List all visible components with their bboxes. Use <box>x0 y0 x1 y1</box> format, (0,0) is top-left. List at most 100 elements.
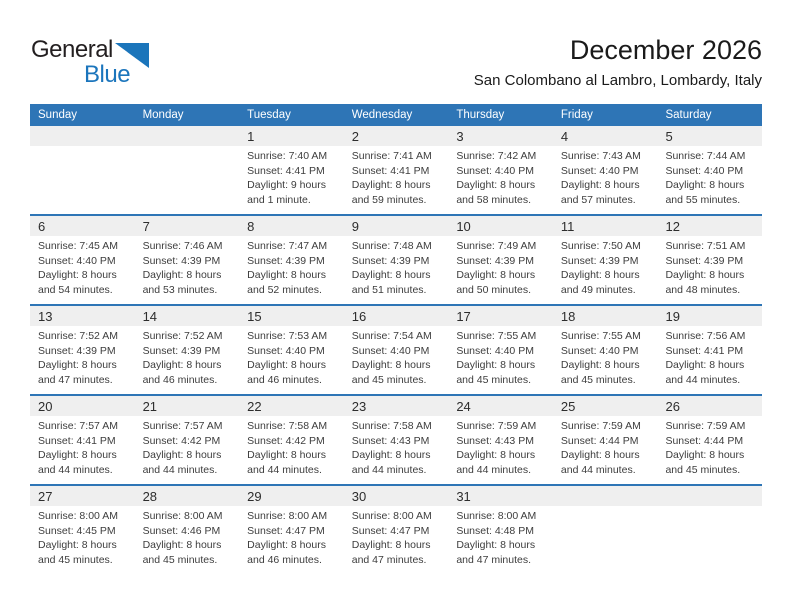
daylight-text: Daylight: 8 hours <box>247 539 326 551</box>
sunrise-text: Sunrise: 7:47 AM <box>247 240 328 252</box>
day-number: 24 <box>448 396 553 416</box>
sunrise-text: Sunrise: 7:41 AM <box>351 150 432 162</box>
day-cell-7: 7 Sunrise: 7:46 AM Sunset: 4:39 PM Daylight… <box>134 216 240 304</box>
day-cell-10: 10 Sunrise: 7:49 AM Sunset: 4:39 PM Dayligh… <box>448 216 553 304</box>
daylight-text: Daylight: 8 hours <box>351 269 431 281</box>
day-cell-18: 18 Sunrise: 7:55 AM Sunset: 4:40 PM Dayligh… <box>552 306 658 394</box>
daylight-text: Daylight: 8 hours <box>142 449 222 461</box>
sunset-text: Sunset: 4:39 PM <box>142 254 221 267</box>
day-number: 8 <box>239 216 344 236</box>
daylight-text: Daylight: 8 hours <box>560 269 640 281</box>
daylight-text: and 47 minutes. <box>456 553 532 566</box>
day-cell-24: 24 Sunrise: 7:59 AM Sunset: 4:43 PM Dayligh… <box>448 396 553 484</box>
day-cell-19: 19 Sunrise: 7:56 AM Sunset: 4:41 PM Dayligh… <box>657 306 763 394</box>
sunrise-text: Sunrise: 7:40 AM <box>247 150 328 162</box>
weekday-header-monday: Monday <box>142 109 184 121</box>
day-cell-21: 21 Sunrise: 7:57 AM Sunset: 4:42 PM Dayligh… <box>134 396 240 484</box>
day-number: 22 <box>239 396 344 416</box>
daylight-text: and 46 minutes. <box>247 373 322 386</box>
daylight-text: and 1 minute. <box>247 193 311 206</box>
sunrise-text: Sunrise: 7:59 AM <box>665 420 746 432</box>
daylight-text: and 45 minutes. <box>38 553 113 566</box>
daylight-text: and 44 minutes. <box>247 463 322 476</box>
day-cell-3: 3 Sunrise: 7:42 AM Sunset: 4:40 PM Daylight… <box>448 126 553 214</box>
day-cell-2: 2 Sunrise: 7:41 AM Sunset: 4:41 PM Daylight… <box>343 126 449 214</box>
sunrise-text: Sunrise: 7:44 AM <box>665 150 746 162</box>
daylight-text: Daylight: 8 hours <box>456 539 536 551</box>
daylight-text: Daylight: 8 hours <box>38 269 117 281</box>
sunrise-text: Sunrise: 7:45 AM <box>38 240 118 252</box>
day-cell-31: 31 Sunrise: 8:00 AM Sunset: 4:48 PM Dayligh… <box>448 486 553 574</box>
day-number: 31 <box>448 486 553 506</box>
logo-triangle-icon <box>114 43 149 68</box>
week-row: 13 Sunrise: 7:52 AM Sunset: 4:39 PM Dayligh… <box>30 304 763 394</box>
day-cell-27: 27 Sunrise: 8:00 AM Sunset: 4:45 PM Dayligh… <box>30 486 135 574</box>
sunrise-text: Sunrise: 7:53 AM <box>247 330 328 342</box>
day-number: 27 <box>30 486 135 506</box>
sunrise-text: Sunrise: 7:54 AM <box>351 330 432 342</box>
daylight-text: Daylight: 8 hours <box>142 269 222 281</box>
day-cell-15: 15 Sunrise: 7:53 AM Sunset: 4:40 PM Dayligh… <box>239 306 344 394</box>
daylight-text: Daylight: 8 hours <box>142 359 222 371</box>
daylight-text: and 45 minutes. <box>665 463 741 476</box>
day-number: 20 <box>30 396 135 416</box>
sunset-text: Sunset: 4:39 PM <box>142 344 221 357</box>
day-cell-22: 22 Sunrise: 7:58 AM Sunset: 4:42 PM Dayligh… <box>239 396 344 484</box>
daylight-text: Daylight: 8 hours <box>351 539 431 551</box>
sunset-text: Sunset: 4:41 PM <box>665 344 744 357</box>
day-number: 10 <box>448 216 553 236</box>
sunset-text: Sunset: 4:47 PM <box>247 524 325 537</box>
day-cell-25: 25 Sunrise: 7:59 AM Sunset: 4:44 PM Dayligh… <box>552 396 658 484</box>
page-title: December 2026 <box>569 35 762 65</box>
sunset-text: Sunset: 4:42 PM <box>247 434 325 447</box>
sunrise-text: Sunrise: 7:59 AM <box>560 420 641 432</box>
day-cell-empty <box>552 486 658 574</box>
sunrise-text: Sunrise: 7:46 AM <box>142 240 223 252</box>
sunrise-text: Sunrise: 7:42 AM <box>456 150 537 162</box>
day-number: 23 <box>343 396 449 416</box>
daylight-text: Daylight: 8 hours <box>456 179 536 191</box>
sunrise-text: Sunrise: 7:55 AM <box>560 330 641 342</box>
day-number: 13 <box>30 306 135 326</box>
sunrise-text: Sunrise: 7:58 AM <box>351 420 432 432</box>
weekday-header-friday: Friday <box>560 109 593 121</box>
daylight-text: Daylight: 8 hours <box>456 269 536 281</box>
daylight-text: Daylight: 8 hours <box>38 449 117 461</box>
weekday-header-thursday: Thursday <box>456 109 505 121</box>
day-number: 14 <box>134 306 240 326</box>
sunset-text: Sunset: 4:40 PM <box>560 344 639 357</box>
daylight-text: and 48 minutes. <box>665 283 741 296</box>
day-cell-17: 17 Sunrise: 7:55 AM Sunset: 4:40 PM Dayligh… <box>448 306 553 394</box>
sunrise-text: Sunrise: 7:57 AM <box>142 420 223 432</box>
sunrise-text: Sunrise: 7:49 AM <box>456 240 537 252</box>
sunset-text: Sunset: 4:48 PM <box>456 524 534 537</box>
sunset-text: Sunset: 4:44 PM <box>560 434 639 447</box>
daylight-text: Daylight: 8 hours <box>247 449 326 461</box>
day-number <box>552 486 658 506</box>
daylight-text: and 44 minutes. <box>560 463 636 476</box>
sunrise-text: Sunrise: 7:51 AM <box>665 240 746 252</box>
sunrise-text: Sunrise: 8:00 AM <box>351 510 432 522</box>
daylight-text: Daylight: 8 hours <box>560 359 640 371</box>
day-number <box>134 126 240 146</box>
weekday-header-sunday: Sunday <box>38 109 78 121</box>
sunrise-text: Sunrise: 7:56 AM <box>665 330 746 342</box>
daylight-text: and 51 minutes. <box>351 283 427 296</box>
sunrise-text: Sunrise: 8:00 AM <box>247 510 328 522</box>
sunset-text: Sunset: 4:39 PM <box>351 254 430 267</box>
daylight-text: Daylight: 8 hours <box>665 179 745 191</box>
daylight-text: and 54 minutes. <box>38 283 113 296</box>
daylight-text: and 45 minutes. <box>456 373 532 386</box>
day-number: 9 <box>343 216 449 236</box>
calendar-weeks: 1 Sunrise: 7:40 AM Sunset: 4:41 PM Daylight… <box>30 126 763 574</box>
daylight-text: Daylight: 8 hours <box>665 269 745 281</box>
daylight-text: and 45 minutes. <box>351 373 427 386</box>
daylight-text: and 57 minutes. <box>560 193 636 206</box>
sunset-text: Sunset: 4:47 PM <box>351 524 430 537</box>
sunset-text: Sunset: 4:43 PM <box>351 434 430 447</box>
sunset-text: Sunset: 4:39 PM <box>665 254 744 267</box>
day-number: 12 <box>657 216 763 236</box>
weekday-header-row: Sunday Monday Tuesday Wednesday Thursday… <box>30 104 762 126</box>
sunset-text: Sunset: 4:40 PM <box>247 344 325 357</box>
daylight-text: and 52 minutes. <box>247 283 322 296</box>
